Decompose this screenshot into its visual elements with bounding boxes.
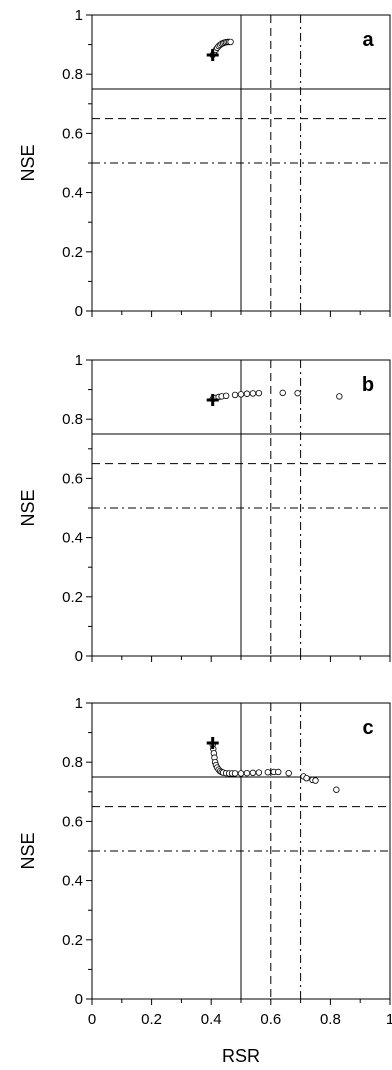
x-tick-label: 0.6 xyxy=(260,1011,281,1028)
x-tick-labels: 0 0.2 0.4 0.6 0.8 1 xyxy=(88,1011,392,1028)
y-axis-label: NSE xyxy=(18,489,38,526)
y-tick-label: 1 xyxy=(75,352,83,369)
data-point xyxy=(243,390,251,397)
panel-label: a xyxy=(362,29,374,51)
y-tick-label: 0 xyxy=(75,991,83,1008)
data-point xyxy=(231,391,239,399)
data-point xyxy=(237,391,245,398)
y-tick-label: 0.8 xyxy=(62,66,83,83)
y-tick-label: 0.2 xyxy=(62,244,83,261)
data-point xyxy=(312,777,319,784)
y-tick-label: 0.8 xyxy=(62,754,83,771)
axis-ticks xyxy=(86,14,391,317)
cross-marker xyxy=(206,393,219,406)
y-tick-label: 0 xyxy=(75,303,83,320)
data-point xyxy=(227,38,234,46)
panel-label: b xyxy=(362,374,374,396)
data-point xyxy=(249,769,257,777)
panel-a: 0 0.2 0.4 0.6 0.8 1 a NSE xyxy=(18,7,391,320)
x-tick-label: 0.2 xyxy=(141,1011,162,1028)
y-tick-label: 1 xyxy=(75,7,83,24)
x-tick-label: 0.4 xyxy=(201,1011,222,1028)
data-point xyxy=(275,768,282,776)
data-point xyxy=(303,774,310,782)
y-tick-labels: 0 0.2 0.4 0.6 0.8 1 xyxy=(62,7,83,320)
panel-b: 0 0.2 0.4 0.6 0.8 1 b NSE xyxy=(18,352,391,665)
y-tick-label: 0.6 xyxy=(62,125,83,142)
data-point xyxy=(243,769,251,777)
x-tick-label: 0 xyxy=(88,1011,96,1028)
cross-marker-shape xyxy=(206,393,219,406)
data-point xyxy=(333,786,340,793)
panel-c: 0 0.2 0.4 0.6 0.8 1 0 0.2 0.4 0.6 0.8 1 c NSE RSR xyxy=(18,695,392,1066)
data-point xyxy=(264,769,272,776)
y-tick-label: 1 xyxy=(75,695,83,712)
cross-marker-shape xyxy=(206,48,219,61)
axis-ticks xyxy=(86,359,391,662)
y-tick-label: 0 xyxy=(75,648,83,665)
x-tick-label: 0.8 xyxy=(320,1011,341,1028)
y-axis-label: NSE xyxy=(18,144,38,181)
data-points xyxy=(209,389,343,403)
y-tick-label: 0.8 xyxy=(62,411,83,428)
data-point xyxy=(237,770,245,777)
data-point xyxy=(279,389,286,397)
y-tick-label: 0.6 xyxy=(62,470,83,487)
y-tick-label: 0.4 xyxy=(62,530,83,547)
y-tick-label: 0.6 xyxy=(62,813,83,830)
data-point xyxy=(255,389,263,397)
y-tick-label: 0.2 xyxy=(62,589,83,606)
reference-lines xyxy=(92,15,390,311)
y-tick-labels: 0 0.2 0.4 0.6 0.8 1 xyxy=(62,352,83,665)
cross-marker-shape xyxy=(206,736,219,749)
data-point xyxy=(222,392,230,400)
axis-ticks xyxy=(86,702,391,1005)
y-tick-labels: 0 0.2 0.4 0.6 0.8 1 xyxy=(62,695,83,1008)
y-tick-label: 0.4 xyxy=(62,185,83,202)
reference-lines xyxy=(92,360,390,656)
x-tick-label: 1 xyxy=(386,1011,392,1028)
data-point xyxy=(336,393,343,400)
y-tick-label: 0.2 xyxy=(62,932,83,949)
y-axis-label: NSE xyxy=(18,832,38,869)
x-axis-label: RSR xyxy=(222,1046,260,1066)
data-point xyxy=(294,389,301,397)
data-point xyxy=(285,769,292,777)
data-point xyxy=(249,390,257,397)
cross-marker xyxy=(206,736,219,749)
data-points xyxy=(209,741,340,793)
reference-lines xyxy=(92,703,390,999)
data-point xyxy=(231,770,239,777)
y-tick-label: 0.4 xyxy=(62,873,83,890)
panel-label: c xyxy=(362,717,373,739)
cross-marker xyxy=(206,48,219,61)
data-point xyxy=(255,769,263,776)
